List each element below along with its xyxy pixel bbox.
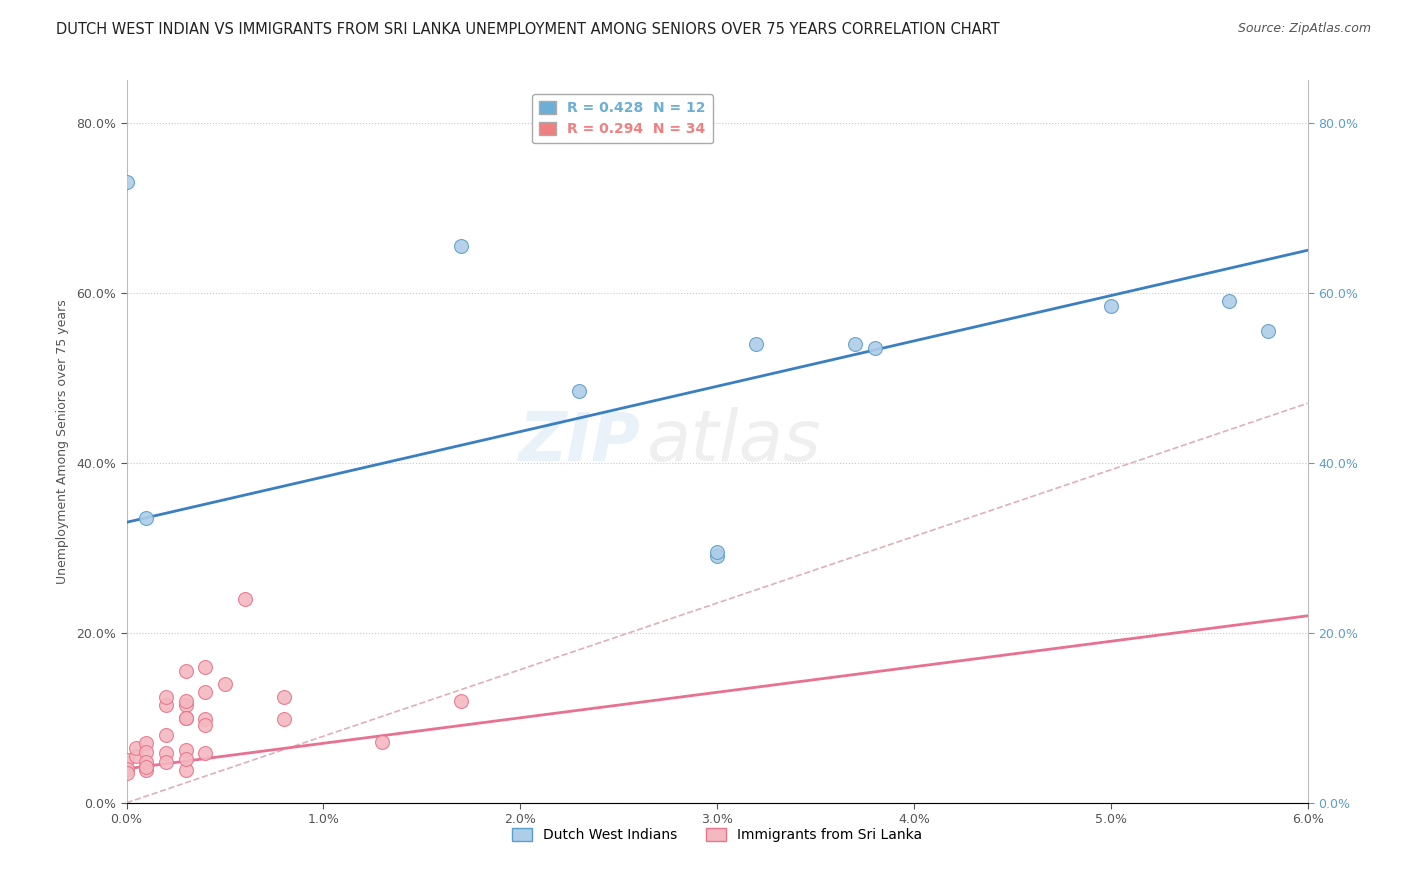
Point — [155, 755, 177, 769]
Point — [450, 239, 472, 253]
Legend: Dutch West Indians, Immigrants from Sri Lanka: Dutch West Indians, Immigrants from Sri … — [508, 824, 927, 847]
Point — [568, 384, 591, 398]
Point — [706, 549, 728, 564]
Point — [115, 753, 138, 767]
Point — [174, 698, 197, 712]
Point — [194, 660, 217, 674]
Point — [125, 740, 148, 755]
Point — [273, 690, 295, 704]
Point — [135, 511, 157, 525]
Point — [155, 747, 177, 761]
Text: atlas: atlas — [647, 407, 821, 476]
Text: ZIP: ZIP — [519, 409, 640, 475]
Point — [115, 175, 138, 189]
Point — [125, 749, 148, 764]
Point — [174, 751, 197, 765]
Point — [371, 734, 394, 748]
Point — [135, 760, 157, 774]
Point — [174, 694, 197, 708]
Text: DUTCH WEST INDIAN VS IMMIGRANTS FROM SRI LANKA UNEMPLOYMENT AMONG SENIORS OVER 7: DUTCH WEST INDIAN VS IMMIGRANTS FROM SRI… — [56, 22, 1000, 37]
Point — [1099, 299, 1122, 313]
Point — [745, 336, 768, 351]
Point — [174, 711, 197, 725]
Point — [174, 743, 197, 757]
Point — [273, 713, 295, 727]
Point — [214, 677, 236, 691]
Point — [233, 591, 256, 606]
Point — [194, 713, 217, 727]
Point — [155, 690, 177, 704]
Point — [115, 762, 138, 776]
Point — [194, 747, 217, 761]
Text: Source: ZipAtlas.com: Source: ZipAtlas.com — [1237, 22, 1371, 36]
Point — [706, 545, 728, 559]
Point — [450, 694, 472, 708]
Point — [135, 745, 157, 759]
Point — [194, 685, 217, 699]
Point — [194, 717, 217, 731]
Point — [1218, 294, 1240, 309]
Point — [135, 736, 157, 750]
Point — [115, 766, 138, 780]
Point — [844, 336, 866, 351]
Point — [155, 728, 177, 742]
Point — [174, 711, 197, 725]
Point — [135, 764, 157, 778]
Point — [174, 664, 197, 678]
Point — [174, 764, 197, 778]
Point — [1257, 324, 1279, 338]
Point — [135, 755, 157, 769]
Y-axis label: Unemployment Among Seniors over 75 years: Unemployment Among Seniors over 75 years — [56, 299, 69, 584]
Point — [863, 341, 886, 355]
Point — [155, 698, 177, 712]
